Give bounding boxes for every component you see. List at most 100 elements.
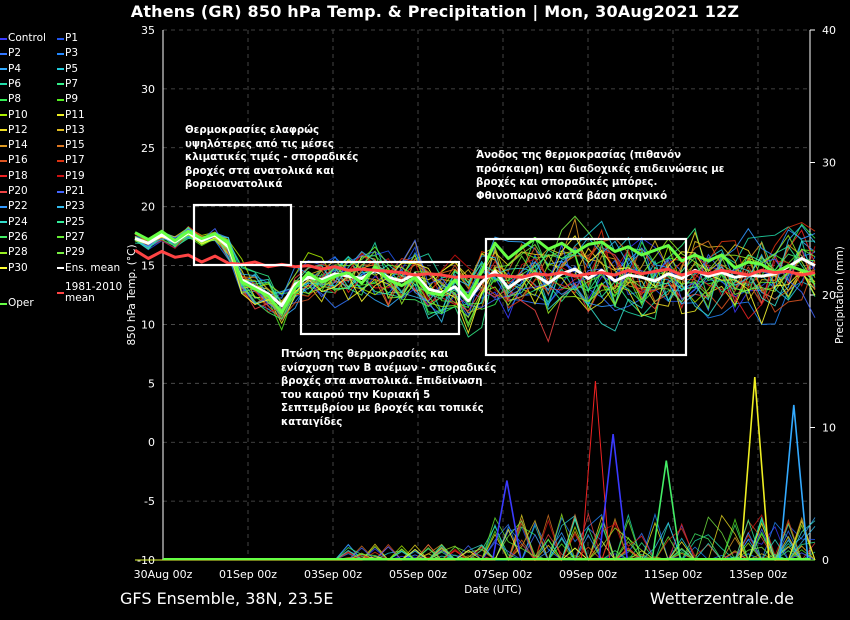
legend-item: Control	[0, 32, 46, 45]
annotation-2-line: Πτώση της θερμοκρασίες και	[281, 349, 449, 360]
annotation-3: Άνοδος της θερμοκρασίας (πιθανόν πρόσκαι…	[476, 149, 724, 203]
y-tick-label: 35	[141, 24, 155, 37]
legend-label: Control	[8, 32, 46, 44]
annotation-2-line: ενίσχυση των Β ανέμων - σποραδικές	[281, 362, 497, 374]
legend-swatch	[0, 144, 7, 147]
legend-item: 1981-2010 mean	[57, 281, 125, 303]
annotation-3-line: Φθινοπωρινό κατά βάση σκηνικό	[476, 190, 668, 202]
legend-swatch	[57, 251, 64, 254]
annotation-1-line: βροχές στα ανατολικά και	[185, 165, 335, 177]
legend-label: P12	[8, 123, 28, 136]
y2-tick-label: 10	[822, 422, 836, 435]
legend-item: P20	[0, 185, 28, 198]
legend-swatch	[0, 37, 7, 40]
main-series	[134, 229, 816, 560]
annotation-3-line: πρόσκαιρη) και διαδοχικές επιδεινώσεις μ…	[476, 163, 725, 175]
annotation-3-line: Άνοδος της θερμοκρασίας (πιθανόν	[476, 150, 682, 161]
legend-label: P30	[8, 261, 28, 274]
precip-peak	[598, 434, 629, 561]
annotation-2-line: Σεπτεμβρίου με βροχές και τοπικές	[281, 403, 484, 414]
precip-peak	[739, 377, 770, 561]
legend-label: P2	[8, 47, 22, 60]
y-tick-label: 15	[141, 260, 155, 273]
legend-swatch	[57, 291, 64, 294]
chart-title: Athens (GR) 850 hPa Temp. & Precipitatio…	[130, 2, 740, 21]
legend-item: P3	[57, 47, 78, 60]
member-line	[134, 234, 816, 319]
legend-swatch	[57, 98, 64, 101]
legend-label: P18	[8, 169, 28, 182]
y-tick-label: 20	[141, 201, 155, 214]
annotation-2: Πτώση της θερμοκρασίες και ενίσχυση των …	[281, 348, 496, 429]
legend-swatch	[57, 175, 64, 178]
legend-label: P20	[8, 185, 28, 197]
legend-label: P14	[8, 139, 28, 152]
precip-peak	[580, 381, 611, 561]
annotation-3-line: βροχές και σποραδικές μπόρες.	[476, 177, 658, 188]
member-line	[134, 227, 816, 338]
legend-swatch	[0, 221, 7, 224]
y-tick-label: 5	[148, 377, 155, 390]
legend-item: P7	[57, 78, 78, 91]
x-tick-label: 30Aug 00z	[134, 568, 193, 581]
annotation-1-line: βορειοανατολικά	[185, 179, 283, 190]
annotation-1-line: υψηλότερες από τις μέσες	[185, 138, 334, 150]
legend-label: P15	[65, 139, 85, 152]
legend-swatch	[57, 159, 64, 162]
legend-swatch	[0, 52, 7, 55]
legend-item: P26	[0, 231, 28, 244]
source-credit[interactable]: Wetterzentrale.de	[649, 589, 794, 608]
legend-label: P3	[65, 47, 79, 60]
legend-swatch	[0, 98, 7, 101]
legend-swatch	[57, 236, 64, 239]
legend-label: P23	[65, 200, 85, 213]
annotation-box	[299, 260, 461, 336]
legend-item: P12	[0, 124, 28, 137]
legend-item: P11	[57, 109, 85, 122]
legend-swatch	[57, 114, 64, 116]
member-line	[134, 233, 816, 335]
legend-label: P21	[65, 185, 85, 197]
x-axis-label: Date (UTC)	[464, 584, 521, 596]
annotation-2-line: του καιρού την Κυριακή 5	[281, 389, 431, 401]
legend-item: P23	[57, 200, 85, 213]
annotation-box	[192, 203, 293, 267]
legend-swatch	[57, 267, 64, 269]
legend-item: P1	[57, 32, 78, 45]
legend-label: P29	[65, 246, 85, 259]
x-tick-label: 13Sep 00z	[729, 568, 787, 581]
legend-item: P21	[57, 185, 85, 198]
precip-peak	[491, 480, 522, 561]
legend-item: P16	[0, 154, 28, 167]
member-line	[134, 232, 816, 329]
precip-line	[135, 520, 815, 561]
legend-label: P1	[65, 32, 79, 44]
legend-label: P16	[8, 154, 28, 167]
y-tick-label: -10	[137, 554, 155, 567]
member-line	[134, 227, 816, 312]
y2-tick-label: 20	[822, 289, 836, 302]
legend-swatch	[57, 83, 64, 86]
legend-label: P22	[8, 200, 28, 213]
legend-item: P10	[0, 109, 28, 122]
y2-axis-label: Precipitation (mm)	[834, 246, 846, 344]
legend-item: P17	[57, 154, 85, 167]
legend-label: P17	[65, 154, 85, 167]
annotation-box	[484, 237, 688, 357]
legend-swatch	[57, 129, 64, 132]
precip-peak	[778, 404, 809, 561]
legend-label: P26	[8, 230, 28, 243]
y-tick-label: 0	[148, 436, 155, 449]
legend-item: P27	[57, 231, 85, 244]
legend-label: P13	[65, 123, 85, 136]
annotation-boxes	[192, 203, 688, 357]
legend-label: P10	[8, 108, 28, 121]
y2-tick-label: 0	[822, 554, 829, 567]
legend-label: P7	[65, 77, 79, 90]
legend-item: P5	[57, 63, 78, 76]
legend-label: P25	[65, 215, 85, 228]
legend-swatch	[0, 205, 7, 208]
precip-line	[135, 519, 816, 561]
legend-swatch	[57, 68, 64, 71]
